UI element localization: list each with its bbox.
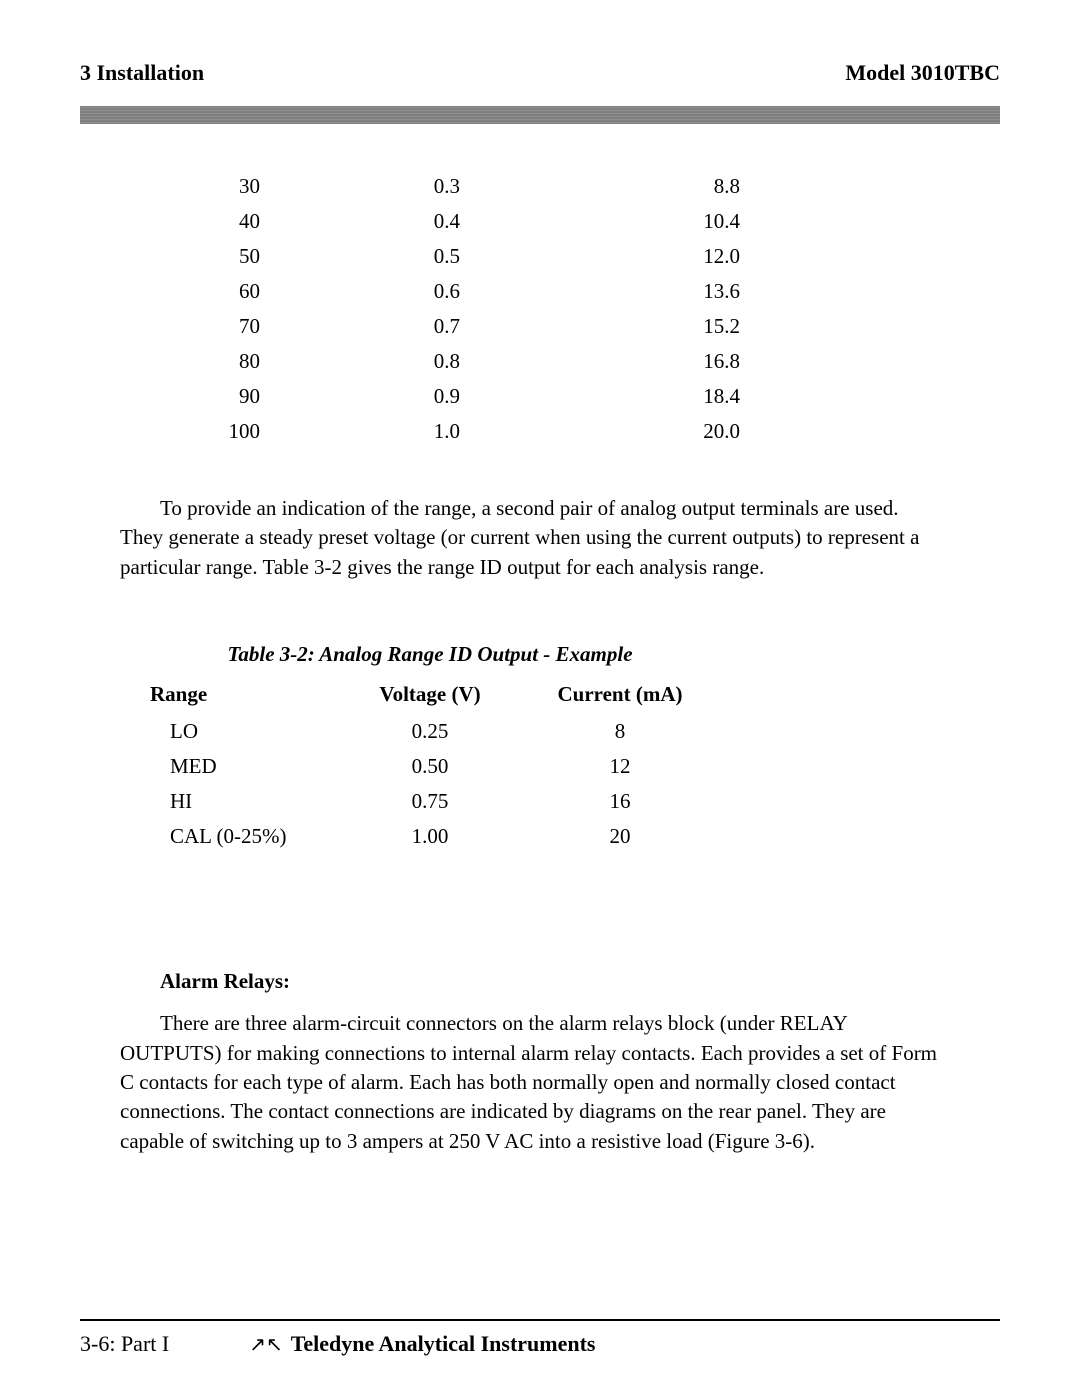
table-row: 70 0.7 15.2 [160,314,1000,339]
table-cell: 13.6 [460,279,740,304]
footer-company-name: Teledyne Analytical Instruments [291,1331,596,1357]
page-footer: 3-6: Part I ↗↖ Teledyne Analytical Instr… [80,1319,1000,1357]
table-row: 80 0.8 16.8 [160,349,1000,374]
table-cell: 12 [520,754,720,779]
table-cell: 100 [160,419,260,444]
table-cell: HI [150,789,340,814]
table-row: 40 0.4 10.4 [160,209,1000,234]
table-row: 50 0.5 12.0 [160,244,1000,269]
table-cell: 0.25 [340,719,520,744]
table-cell: 0.6 [260,279,460,304]
table-cell: 10.4 [460,209,740,234]
table-header-cell: Current (mA) [520,682,720,707]
table-cell: LO [150,719,340,744]
table-row: 100 1.0 20.0 [160,419,1000,444]
table-cell: 0.9 [260,384,460,409]
table-cell: 8.8 [460,174,740,199]
table-cell: 70 [160,314,260,339]
table-header-cell: Range [150,682,340,707]
table-cell: CAL (0-25%) [150,824,340,849]
table-cell: 12.0 [460,244,740,269]
teledyne-logo-icon: ↗↖ [249,1332,283,1357]
data-table-1: 30 0.3 8.8 40 0.4 10.4 50 0.5 12.0 60 0.… [160,174,1000,444]
table-cell: 8 [520,719,720,744]
table-row: LO 0.25 8 [150,719,1000,744]
table-cell: MED [150,754,340,779]
table-header-cell: Voltage (V) [340,682,520,707]
table-header-row: Range Voltage (V) Current (mA) [150,682,1000,707]
table-row: 30 0.3 8.8 [160,174,1000,199]
table-cell: 16.8 [460,349,740,374]
table-cell: 20 [520,824,720,849]
table-cell: 1.00 [340,824,520,849]
table-cell: 30 [160,174,260,199]
table-cell: 80 [160,349,260,374]
alarm-relays-heading: Alarm Relays: [160,969,1000,994]
table-row: 60 0.6 13.6 [160,279,1000,304]
table-cell: 15.2 [460,314,740,339]
table-cell: 1.0 [260,419,460,444]
table-cell: 16 [520,789,720,814]
table-row: CAL (0-25%) 1.00 20 [150,824,1000,849]
header-model: Model 3010TBC [845,60,1000,86]
footer-content: 3-6: Part I ↗↖ Teledyne Analytical Instr… [80,1331,1000,1357]
header-section-title: 3 Installation [80,60,204,86]
table-cell: 0.8 [260,349,460,374]
table-cell: 0.3 [260,174,460,199]
table-cell: 90 [160,384,260,409]
table-cell: 20.0 [460,419,740,444]
table-cell: 0.7 [260,314,460,339]
table-cell: 18.4 [460,384,740,409]
table-3-2-caption: Table 3-2: Analog Range ID Output - Exam… [120,642,740,667]
table-cell: 0.75 [340,789,520,814]
table-cell: 60 [160,279,260,304]
table-cell: 50 [160,244,260,269]
paragraph-range-description: To provide an indication of the range, a… [120,494,940,582]
paragraph-alarm-relays: There are three alarm-circuit connectors… [120,1009,940,1156]
table-cell: 40 [160,209,260,234]
table-cell: 0.5 [260,244,460,269]
footer-page-number: 3-6: Part I [80,1331,169,1357]
table-3-2: Range Voltage (V) Current (mA) LO 0.25 8… [150,682,1000,849]
table-cell: 0.50 [340,754,520,779]
table-row: HI 0.75 16 [150,789,1000,814]
table-row: MED 0.50 12 [150,754,1000,779]
header-divider [80,106,1000,124]
table-cell: 0.4 [260,209,460,234]
footer-divider [80,1319,1000,1321]
page-header: 3 Installation Model 3010TBC [80,60,1000,86]
table-row: 90 0.9 18.4 [160,384,1000,409]
